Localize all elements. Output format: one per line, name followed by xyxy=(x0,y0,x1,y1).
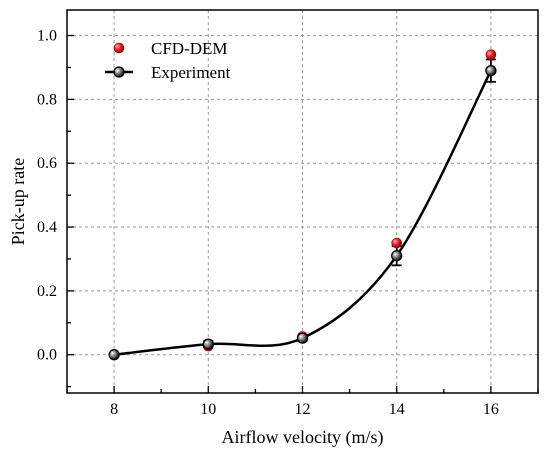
legend-experiment-marker xyxy=(113,66,125,78)
legend-cfd-dem-marker xyxy=(113,42,125,54)
experiment-point xyxy=(296,332,309,344)
legend-experiment-label: Experiment xyxy=(151,63,231,82)
y-tick-label: 1.0 xyxy=(37,28,57,45)
cfd-dem-point xyxy=(485,49,497,60)
x-tick-label: 14 xyxy=(389,401,405,418)
x-tick-label: 12 xyxy=(295,401,311,418)
y-tick-label: 0.6 xyxy=(37,155,57,172)
x-tick-labels: 8 10 12 14 16 xyxy=(110,401,499,418)
x-tick-label: 10 xyxy=(200,401,216,418)
y-tick-labels: 0.0 0.2 0.4 0.6 0.8 1.0 xyxy=(37,28,57,364)
axis-ticks xyxy=(66,34,539,393)
cfd-dem-point xyxy=(391,237,403,249)
experiment-points xyxy=(108,64,497,361)
experiment-error-bars xyxy=(203,58,496,349)
experiment-curve xyxy=(113,70,493,356)
experiment-point xyxy=(485,64,497,77)
x-tick-label: 8 xyxy=(110,401,118,418)
grid-lines xyxy=(67,10,538,393)
y-tick-label: 0.2 xyxy=(37,283,57,300)
legend-cfd-dem-label: CFD-DEM xyxy=(151,39,228,58)
y-tick-label: 0.8 xyxy=(37,91,57,108)
y-tick-label: 0.4 xyxy=(37,219,57,236)
y-tick-label: 0.0 xyxy=(37,347,57,364)
experiment-point xyxy=(108,349,120,361)
experiment-point xyxy=(391,250,403,262)
experiment-point xyxy=(202,338,214,350)
legend: CFD-DEM Experiment xyxy=(105,39,231,82)
x-axis-title: Airflow velocity (m/s) xyxy=(222,427,384,448)
x-tick-label: 16 xyxy=(483,401,499,418)
y-axis-title: Pick-up rate xyxy=(8,158,28,245)
